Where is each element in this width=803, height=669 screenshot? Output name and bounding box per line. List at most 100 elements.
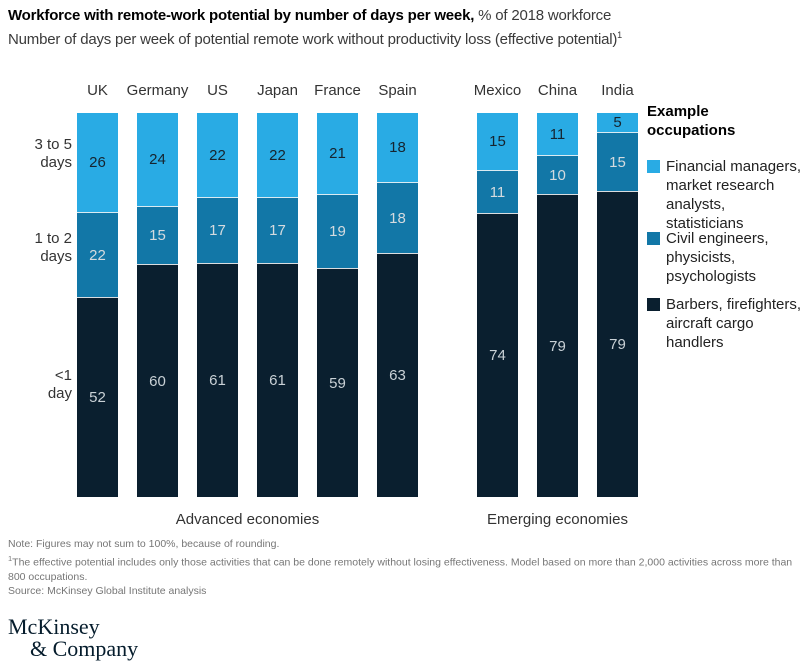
segment-label-1-to-2-days: 1 to 2 days [34,230,72,265]
category-label-china: China [537,82,578,99]
category-label-spain: Spain [378,82,417,99]
segment-1-day: 74 [477,213,518,497]
bar-india: India 5 15 79 [597,82,638,497]
mckinsey-logo: McKinsey & Company [8,616,138,660]
bars-emerging-economies: Mexico 15 11 74 China 11 10 79 India 5 15 79 [474,82,638,497]
segment-value: 61 [209,371,226,389]
segment-1-day: 52 [77,297,118,497]
segment-1-day: 79 [597,191,638,497]
bar-japan: Japan 22 17 61 [257,82,298,497]
chart-header: Workforce with remote-work potential by … [8,6,798,49]
segment-1-to-2-days: 19 [317,194,358,269]
segment-value: 17 [209,222,226,240]
segment-value: 15 [609,153,626,171]
bar-france: France 21 19 59 [314,82,361,497]
chart-subtitle: Number of days per week of potential rem… [8,26,798,49]
note-source: Source: McKinsey Global Institute analys… [8,585,207,597]
segment-3-to-5-days: 22 [197,113,238,198]
segment-3-to-5-days: 15 [477,113,518,171]
segment-3-to-5-days: 24 [137,113,178,206]
bar-us: US 22 17 61 [197,82,238,497]
bar-mexico: Mexico 15 11 74 [474,82,521,497]
segment-1-day: 59 [317,268,358,497]
chart-notes: Note: Figures may not sum to 100%, becau… [8,537,800,599]
segment-value: 15 [489,133,506,151]
segment-3-to-5-days: 26 [77,113,118,213]
bars-advanced-economies: UK 26 22 52 Germany 24 15 60 US 22 17 61 Japan 22 17 61… [77,82,418,497]
segment-value: 22 [209,146,226,164]
legend-swatch [647,232,660,245]
segment-1-day: 61 [197,262,238,497]
segment-3-to-5-days: 11 [537,113,578,156]
legend-title: Example occupations [647,103,736,139]
legend-item: Barbers, firefighters, aircraft cargo ha… [647,295,802,352]
segment-value: 21 [329,145,346,163]
category-label-uk: UK [87,82,108,99]
segment-value: 19 [329,223,346,241]
note-rounding: Note: Figures may not sum to 100%, becau… [8,538,280,550]
segment-1-to-2-days: 15 [597,132,638,192]
segment-1-day: 79 [537,194,578,497]
category-label-france: France [314,82,361,99]
segment-value: 26 [89,154,106,172]
note-footnote: 1The effective potential includes only t… [8,552,800,585]
category-label-india: India [601,82,634,99]
segment-value: 5 [613,114,622,132]
segment-1-day: 60 [137,264,178,497]
segment-value: 18 [389,139,406,157]
segment-label-less-than-1-day: <1 day [47,367,72,402]
segment-value: 22 [89,246,106,264]
legend-swatch [647,298,660,311]
segment-value: 18 [389,209,406,227]
segment-value: 60 [149,372,166,390]
segment-value: 15 [149,227,166,245]
segment-label-3-to-5-days: 3 to 5 days [34,136,72,171]
footnote-marker: 1 [8,553,13,563]
segment-value: 74 [489,347,506,365]
segment-3-to-5-days: 22 [257,113,298,198]
subtitle-footnote-marker: 1 [617,30,622,40]
legend-item-label: Barbers, firefighters, aircraft cargo ha… [666,296,802,351]
footnote-text: The effective potential includes only th… [8,556,793,583]
segment-1-to-2-days: 18 [377,182,418,253]
category-label-mexico: Mexico [473,82,522,99]
category-label-japan: Japan [257,82,298,99]
segment-value: 79 [549,337,566,355]
legend-item-label: Civil engineers, physicists, psychologis… [666,230,769,285]
segment-3-to-5-days: 5 [597,113,638,133]
segment-1-day: 61 [257,262,298,497]
category-label-germany: Germany [126,82,189,99]
bar-china: China 11 10 79 [537,82,578,497]
bar-germany: Germany 24 15 60 [127,82,188,497]
subtitle-text: Number of days per week of potential rem… [8,31,618,48]
segment-3-to-5-days: 18 [377,113,418,183]
legend-item: Civil engineers, physicists, psychologis… [647,229,802,286]
bar-spain: Spain 18 18 63 [377,82,418,497]
segment-value: 11 [549,125,566,143]
title-unit: % of 2018 workforce [474,7,612,24]
segment-1-to-2-days: 11 [477,170,518,214]
segment-1-day: 63 [377,252,418,497]
legend-item: Financial managers, market research anal… [647,157,802,233]
segment-1-to-2-days: 17 [257,197,298,263]
segment-1-to-2-days: 22 [77,212,118,298]
title-main: Workforce with remote-work potential by … [8,7,475,24]
segment-value: 63 [389,366,406,384]
segment-1-to-2-days: 17 [197,197,238,263]
segment-value: 22 [269,146,286,164]
chart-title: Workforce with remote-work potential by … [8,6,798,25]
segment-value: 17 [269,222,286,240]
segment-1-to-2-days: 15 [137,205,178,265]
segment-1-to-2-days: 10 [537,155,578,195]
segment-value: 11 [489,183,506,201]
segment-3-to-5-days: 21 [317,113,358,195]
bar-uk: UK 26 22 52 [77,82,118,497]
group-label-advanced-economies: Advanced economies [175,511,320,528]
segment-value: 52 [89,389,106,407]
logo-line2: & Company [30,636,139,661]
legend: Example occupations Financial managers, … [647,102,803,351]
legend-item-label: Financial managers, market research anal… [666,158,802,232]
segment-value: 24 [149,150,166,168]
category-label-us: US [207,82,228,99]
